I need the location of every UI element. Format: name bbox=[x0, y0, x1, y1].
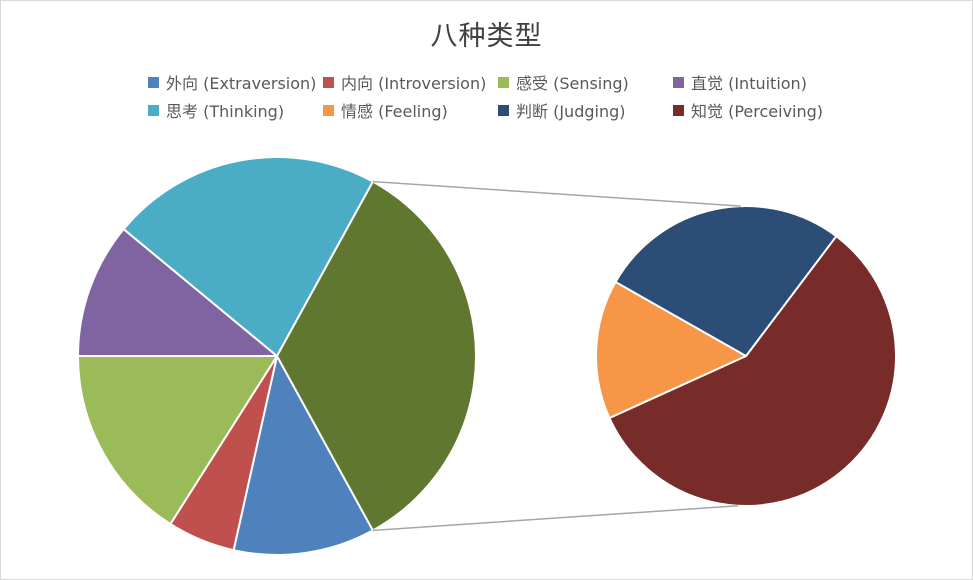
legend-item: 外向 (Extraversion) bbox=[148, 71, 323, 93]
legend-swatch bbox=[323, 76, 334, 88]
legend-label: 知觉 (Perceiving) bbox=[691, 102, 824, 121]
legend-item: 思考 (Thinking) bbox=[148, 99, 323, 121]
legend-label: 情感 (Feeling) bbox=[341, 102, 448, 121]
legend-item: 内向 (Introversion) bbox=[323, 71, 498, 93]
legend-swatch bbox=[148, 76, 159, 88]
legend-swatch bbox=[498, 104, 509, 116]
chart-title: 八种类型 bbox=[430, 21, 543, 52]
legend-item: 直觉 (Intuition) bbox=[673, 71, 848, 93]
legend-label: 感受 (Sensing) bbox=[516, 74, 629, 93]
legend-swatch bbox=[673, 104, 684, 116]
main-pie-slice bbox=[122, 156, 374, 357]
legend-label: 思考 (Thinking) bbox=[166, 102, 285, 121]
legend-swatch bbox=[673, 76, 684, 88]
main-pie-slice bbox=[77, 228, 278, 357]
secondary-pie-slice bbox=[608, 235, 897, 507]
legend-item: 情感 (Feeling) bbox=[323, 99, 498, 121]
legend-item: 感受 (Sensing) bbox=[498, 71, 673, 93]
main-pie-slice bbox=[276, 180, 477, 532]
legend-swatch bbox=[323, 104, 334, 116]
legend-swatch bbox=[498, 76, 509, 88]
legend-item: 知觉 (Perceiving) bbox=[673, 99, 848, 121]
legend-swatch bbox=[148, 104, 159, 116]
main-pie-slice bbox=[77, 355, 278, 526]
legend-label: 直觉 (Intuition) bbox=[691, 74, 807, 93]
legend-label: 外向 (Extraversion) bbox=[166, 74, 317, 93]
chart-legend: 外向 (Extraversion) 内向 (Introversion) 感受 (Se… bbox=[148, 71, 848, 121]
legend-label: 内向 (Introversion) bbox=[341, 74, 487, 93]
secondary-pie-slice bbox=[614, 205, 838, 357]
main-pie-slice bbox=[232, 355, 374, 557]
connector-line bbox=[372, 180, 741, 207]
legend-label: 判断 (Judging) bbox=[516, 102, 626, 121]
secondary-pie-slice bbox=[595, 280, 747, 419]
legend-item: 判断 (Judging) bbox=[498, 99, 673, 121]
connector-line bbox=[372, 505, 739, 532]
